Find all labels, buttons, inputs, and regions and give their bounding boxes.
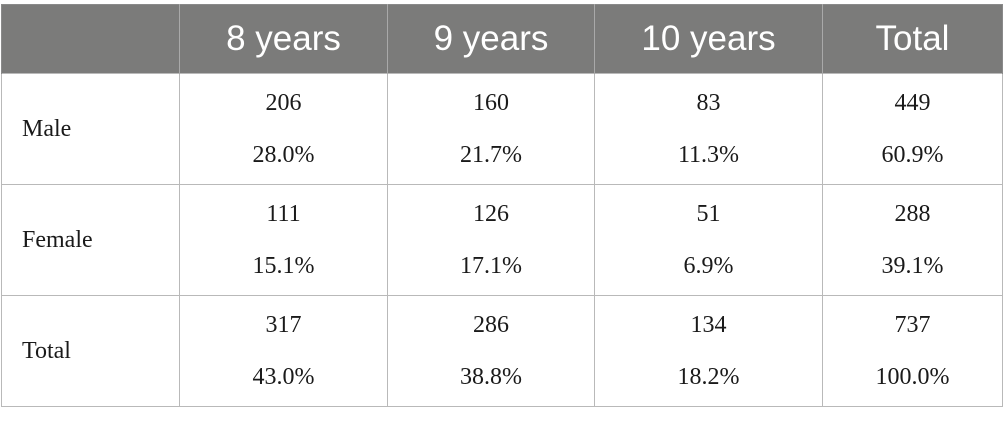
cell-count: 160 (473, 90, 509, 116)
table-row-female: Female 111 15.1% 126 17.1% 51 6.9% 288 3… (1, 184, 1003, 296)
table-cell: 317 43.0% (179, 295, 388, 407)
cell-percent: 18.2% (677, 364, 740, 390)
cell-percent: 39.1% (881, 253, 944, 279)
cell-percent: 21.7% (460, 142, 522, 168)
cell-count: 317 (265, 312, 302, 338)
cell-percent: 38.8% (460, 364, 522, 390)
table-row-total: Total 317 43.0% 286 38.8% 134 18.2% 737 … (1, 295, 1003, 407)
age-sex-table: 8 years 9 years 10 years Total Male 206 … (1, 4, 1003, 407)
cell-count: 126 (473, 201, 509, 227)
header-10-years: 10 years (594, 4, 823, 74)
cell-count: 111 (266, 201, 301, 227)
cell-count: 134 (690, 312, 727, 338)
table-cell: 449 60.9% (822, 73, 1003, 185)
cell-percent: 11.3% (677, 142, 740, 168)
header-9-years: 9 years (387, 4, 595, 74)
cell-percent: 60.9% (881, 142, 944, 168)
cell-percent: 28.0% (252, 142, 315, 168)
row-label-male: Male (1, 73, 180, 185)
cell-percent: 17.1% (460, 253, 522, 279)
table-cell: 286 38.8% (387, 295, 595, 407)
row-label-total: Total (1, 295, 180, 407)
cell-count: 206 (265, 90, 302, 116)
table-row-male: Male 206 28.0% 160 21.7% 83 11.3% 449 60… (1, 73, 1003, 185)
cell-percent: 15.1% (252, 253, 315, 279)
cell-percent: 43.0% (252, 364, 315, 390)
table-cell: 288 39.1% (822, 184, 1003, 296)
row-label-female: Female (1, 184, 180, 296)
table-cell: 51 6.9% (594, 184, 823, 296)
table-cell: 111 15.1% (179, 184, 388, 296)
header-8-years: 8 years (179, 4, 388, 74)
table-cell: 206 28.0% (179, 73, 388, 185)
table-cell: 160 21.7% (387, 73, 595, 185)
cell-percent: 100.0% (875, 364, 950, 390)
header-corner-cell (1, 4, 180, 74)
header-row: 8 years 9 years 10 years Total (1, 4, 1003, 74)
table-cell: 134 18.2% (594, 295, 823, 407)
cell-percent: 6.9% (683, 253, 734, 279)
cell-count: 288 (894, 201, 931, 227)
cell-count: 286 (473, 312, 509, 338)
cell-count: 51 (696, 201, 721, 227)
cell-count: 449 (894, 90, 931, 116)
table-header: 8 years 9 years 10 years Total (1, 4, 1003, 74)
cell-count: 737 (894, 312, 931, 338)
header-total: Total (822, 4, 1003, 74)
cell-count: 83 (696, 90, 721, 116)
table-cell: 126 17.1% (387, 184, 595, 296)
table-body: Male 206 28.0% 160 21.7% 83 11.3% 449 60… (1, 73, 1003, 407)
table-cell: 83 11.3% (594, 73, 823, 185)
table-cell: 737 100.0% (822, 295, 1003, 407)
